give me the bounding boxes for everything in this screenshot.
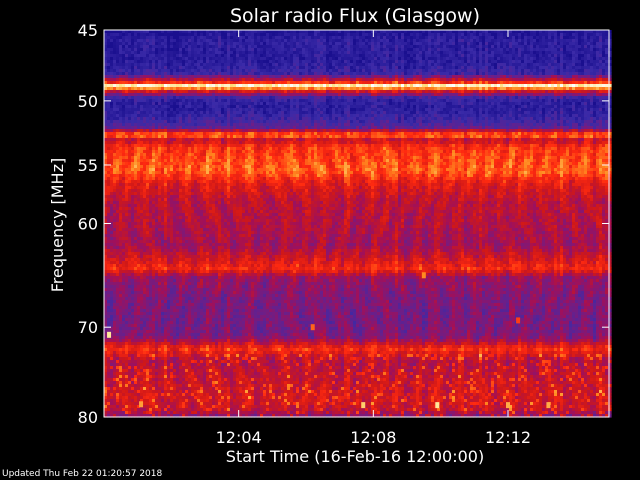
y-tick-label: 55 — [78, 156, 98, 175]
burst-mark — [506, 402, 510, 409]
x-axis-label: Start Time (16-Feb-16 12:00:00) — [226, 447, 484, 466]
updated-timestamp: Updated Thu Feb 22 01:20:57 2018 — [2, 469, 162, 479]
y-tick-label: 60 — [78, 215, 98, 234]
y-tick-label: 45 — [78, 21, 98, 40]
y-axis-label: Frequency [MHz] — [48, 158, 67, 292]
burst-mark — [361, 402, 366, 409]
burst-mark — [310, 324, 315, 331]
y-axis-ticks: 45 50 55 60 70 80 — [78, 21, 609, 427]
x-tick-label: 12:12 — [485, 428, 531, 447]
y-tick-label: 70 — [78, 318, 98, 337]
y-tick-label: 50 — [78, 92, 98, 111]
plot-area — [104, 30, 612, 418]
burst-mark — [546, 402, 551, 409]
burst-mark — [435, 402, 440, 409]
chart-title: Solar radio Flux (Glasgow) — [230, 5, 480, 27]
x-tick-label: 12:08 — [350, 428, 396, 447]
x-tick-label: 12:04 — [216, 428, 262, 447]
burst-mark — [421, 272, 426, 279]
burst-mark — [139, 401, 144, 408]
y-tick-label: 80 — [78, 408, 98, 427]
burst-mark — [107, 331, 112, 338]
x-axis-ticks: 12:04 12:08 12:12 — [216, 30, 531, 447]
burst-mark — [516, 317, 521, 324]
